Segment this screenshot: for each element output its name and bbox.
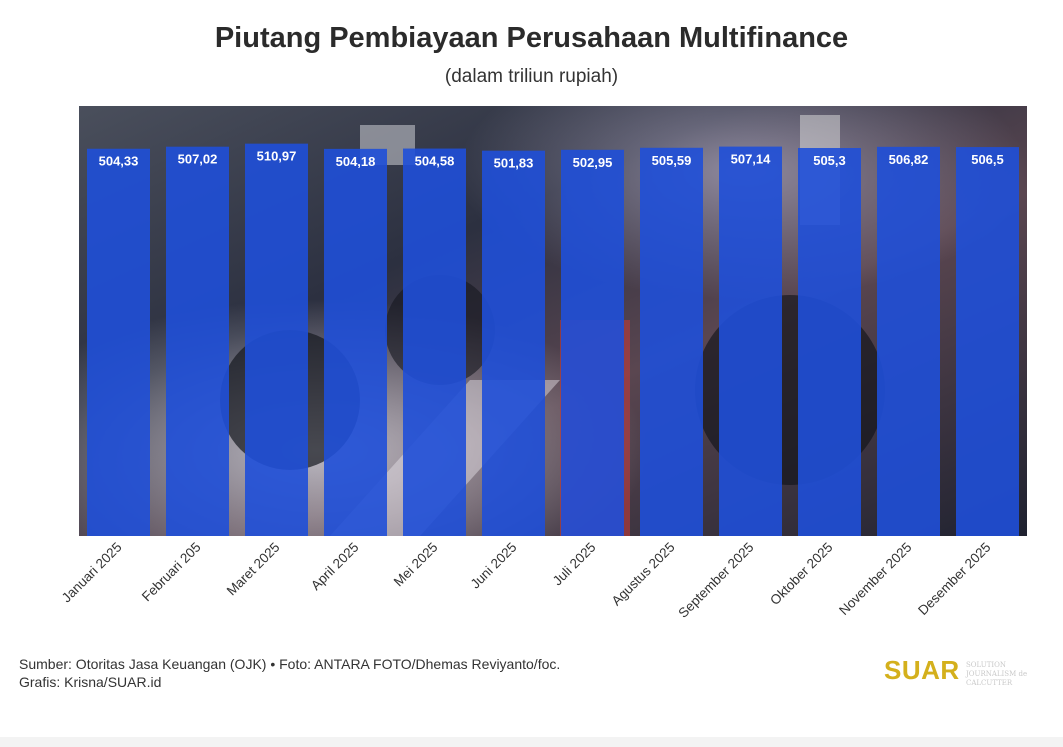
x-tick-label-6: Juni 2025 bbox=[468, 540, 520, 592]
x-tick-label-4: April 2025 bbox=[308, 540, 362, 594]
chart-subtitle: (dalam triliun rupiah) bbox=[444, 66, 619, 87]
bar-value-label-8: 505,59 bbox=[652, 153, 692, 168]
bar-6 bbox=[482, 150, 545, 536]
bar-3 bbox=[245, 143, 308, 536]
x-tick-label-3: Maret 2025 bbox=[224, 540, 283, 599]
bar-1 bbox=[87, 148, 150, 536]
x-tick-label-8: Agustus 2025 bbox=[609, 540, 678, 609]
bar-value-label-9: 507,14 bbox=[731, 152, 772, 167]
x-tick-label-10: Oktober 2025 bbox=[767, 540, 835, 608]
x-tick-label-9: September 2025 bbox=[675, 540, 756, 621]
bar-value-label-1: 504,33 bbox=[99, 154, 139, 169]
bar-12 bbox=[956, 147, 1019, 536]
bar-value-label-7: 502,95 bbox=[573, 155, 613, 170]
x-tick-label-12: Desember 2025 bbox=[915, 540, 994, 619]
bar-value-label-10: 505,3 bbox=[813, 153, 846, 168]
credit-note: Grafis: Krisna/SUAR.id bbox=[19, 674, 162, 690]
bar-value-label-3: 510,97 bbox=[257, 149, 297, 164]
bar-5 bbox=[403, 148, 466, 537]
logo-tagline: SOLUTION JOURNALISM de CALCUTTER bbox=[966, 661, 1028, 687]
source-note: Sumber: Otoritas Jasa Keuangan (OJK) • F… bbox=[19, 656, 561, 672]
bars-group: 504,33 507,02 510,97 504,18 504,58 501,83 502,… bbox=[87, 143, 1019, 537]
x-tick-label-2: Februari 205 bbox=[139, 540, 204, 605]
bar-7 bbox=[561, 149, 624, 536]
bar-8 bbox=[640, 147, 703, 536]
x-tick-label-1: Januari 2025 bbox=[59, 540, 125, 606]
x-tick-label-11: November 2025 bbox=[836, 540, 915, 619]
bar-4 bbox=[324, 148, 387, 536]
chart-footer: Sumber: Otoritas Jasa Keuangan (OJK) • F… bbox=[19, 655, 560, 691]
bar-9 bbox=[719, 146, 782, 536]
x-axis-labels: Januari 2025 Februari 205 Maret 2025 April … bbox=[59, 540, 994, 621]
bar-2 bbox=[166, 146, 229, 536]
chart-title: Piutang Pembiayaan Perusahaan Multifinan… bbox=[214, 22, 849, 54]
bar-11 bbox=[877, 146, 940, 536]
x-tick-label-7: Juli 2025 bbox=[550, 540, 599, 589]
bar-value-label-2: 507,02 bbox=[178, 152, 218, 167]
bar-value-label-6: 501,83 bbox=[494, 156, 534, 171]
bar-value-label-11: 506,82 bbox=[889, 152, 929, 167]
bar-10 bbox=[798, 148, 861, 537]
x-tick-label-5: Mei 2025 bbox=[391, 540, 441, 590]
bar-value-label-4: 504,18 bbox=[336, 154, 376, 169]
bar-value-label-12: 506,5 bbox=[971, 152, 1004, 167]
bar-value-label-5: 504,58 bbox=[415, 154, 455, 169]
suar-logo: SUAR bbox=[884, 655, 960, 685]
